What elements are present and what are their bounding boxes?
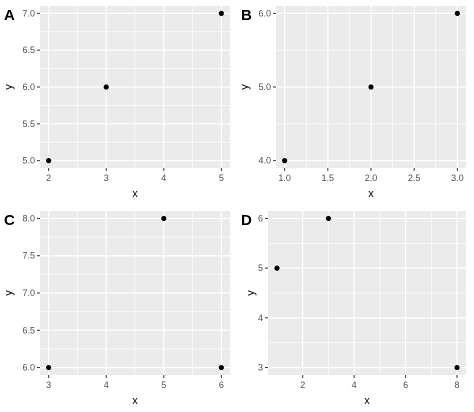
x-tick-label: 8 [454,380,459,390]
x-tick-label: 1.5 [322,173,335,183]
data-point [46,364,52,371]
panel-tag-label: B [241,7,252,24]
panel-tag-label: D [241,212,252,229]
data-point [161,215,167,222]
x-tick-label: 2 [46,173,51,183]
y-tick-label: 5.0 [258,82,271,92]
x-axis-title: x [132,395,138,407]
x-tick-label: 5 [161,380,166,390]
y-tick-label: 5.5 [22,119,35,129]
y-tick-label: 7.0 [22,8,35,18]
data-point [368,84,374,90]
y-tick-label: 5 [258,263,263,273]
y-tick-label: 4.0 [258,156,271,166]
y-tick-label: 6 [258,213,263,223]
y-tick-label: 4 [258,313,263,323]
x-tick-label: 5 [219,173,224,183]
y-tick-label: 7.5 [22,251,35,261]
y-axis-title: y [245,290,257,296]
x-tick-label: 6 [219,380,224,390]
data-point [282,158,288,164]
data-point [454,10,460,16]
x-tick-label: 2 [300,380,305,390]
panel-a: 2 3 4 5 5.0 5.5 6.0 6.5 7.0 x y A [3,6,230,200]
y-tick-label: 6.5 [22,45,35,55]
y-tick-label: 6.0 [22,363,35,373]
x-tick-label: 2.0 [365,173,378,183]
data-point [218,10,224,16]
y-axis-title: y [3,84,15,90]
panel-b: 1.0 1.5 2.0 2.5 3.0 4.0 5.0 6.0 x y B [239,6,466,200]
x-tick-label: 2.5 [408,173,421,183]
x-tick-label: 4 [352,380,357,390]
data-point [325,215,332,222]
x-axis-title: x [132,188,138,200]
y-axis-title: y [239,84,251,90]
y-tick-label: 6.0 [258,8,271,18]
data-point [274,265,280,271]
y-tick-label: 6.5 [22,325,35,335]
y-tick-label: 7.0 [22,288,35,298]
data-point [46,158,52,164]
y-axis-title: y [3,290,15,296]
data-point [454,364,460,371]
x-tick-label: 3 [46,380,51,390]
panel-tag-label: A [4,7,15,24]
x-tick-label: 6 [403,380,408,390]
x-axis-title: x [368,188,374,200]
x-tick-label: 3.0 [451,173,464,183]
panel-c: 3 4 5 6 6.0 6.5 7.0 7.5 8.0 x y C [3,211,230,407]
y-tick-label: 8.0 [22,213,35,223]
x-tick-label: 4 [104,380,109,390]
x-tick-label: 3 [104,173,109,183]
y-tick-label: 5.0 [22,156,35,166]
y-tick-label: 6.0 [22,82,35,92]
y-tick-label: 3 [258,363,263,373]
panel-d: 2 4 6 8 3 4 5 6 x y D [241,211,466,407]
data-point [218,364,224,371]
panel-tag-label: C [4,212,15,229]
x-tick-label: 4 [161,173,166,183]
data-point [103,84,109,90]
x-axis-title: x [364,395,370,407]
x-tick-label: 1.0 [278,173,291,183]
